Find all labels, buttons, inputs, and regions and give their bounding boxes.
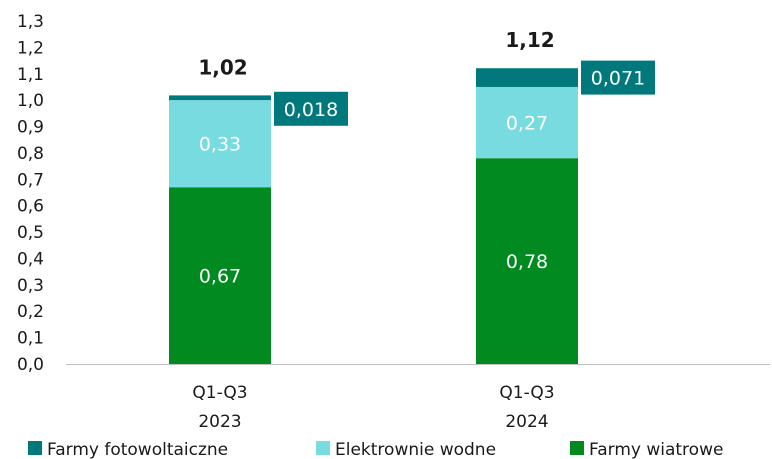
- bar-segment: [169, 95, 271, 101]
- y-tick-label: 0,6: [17, 197, 44, 217]
- y-tick-label: 1,2: [17, 38, 44, 58]
- total-label: 1,02: [198, 55, 247, 79]
- callout-box: [274, 91, 348, 126]
- bar-segment: [476, 86, 578, 159]
- legend-label: Farmy fotowoltaiczne: [47, 440, 228, 459]
- legend-label: Farmy wiatrowe: [589, 440, 723, 459]
- y-tick-label: 0,2: [17, 302, 44, 322]
- legend-swatch: [316, 441, 330, 455]
- y-tick-label: 0,3: [17, 276, 44, 296]
- y-tick-label: 0,8: [17, 144, 44, 164]
- bar-segment: [476, 68, 578, 87]
- y-tick-label: 0,5: [17, 223, 44, 243]
- data-label: 0,071: [591, 68, 645, 90]
- legend-swatch: [570, 441, 584, 455]
- y-tick-label: 1,3: [17, 12, 44, 32]
- x-tick-label: 2024: [505, 412, 548, 432]
- callout-box: [581, 60, 655, 95]
- data-label: 0,67: [199, 266, 241, 288]
- bar-segment: [169, 187, 271, 364]
- data-label: 0,018: [284, 99, 338, 121]
- y-tick-label: 0,1: [17, 329, 44, 349]
- y-tick-label: 0,9: [17, 118, 44, 138]
- data-label: 0,27: [506, 113, 548, 135]
- y-tick-label: 0,7: [17, 170, 44, 190]
- data-label: 0,33: [199, 134, 241, 156]
- y-tick-label: 0,0: [17, 355, 44, 375]
- legend-label: Elektrownie wodne: [335, 440, 496, 459]
- y-tick-label: 1,0: [17, 91, 44, 111]
- x-tick-label: Q1-Q3: [499, 383, 554, 403]
- x-tick-label: 2023: [198, 412, 241, 432]
- legend-swatch: [28, 441, 42, 455]
- bar-segment: [169, 100, 271, 188]
- total-label: 1,12: [505, 28, 554, 52]
- x-tick-label: Q1-Q3: [192, 383, 247, 403]
- y-tick-label: 1,1: [17, 65, 44, 85]
- bar-segment: [476, 158, 578, 364]
- data-label: 0,78: [506, 251, 548, 273]
- y-tick-label: 0,4: [17, 249, 44, 269]
